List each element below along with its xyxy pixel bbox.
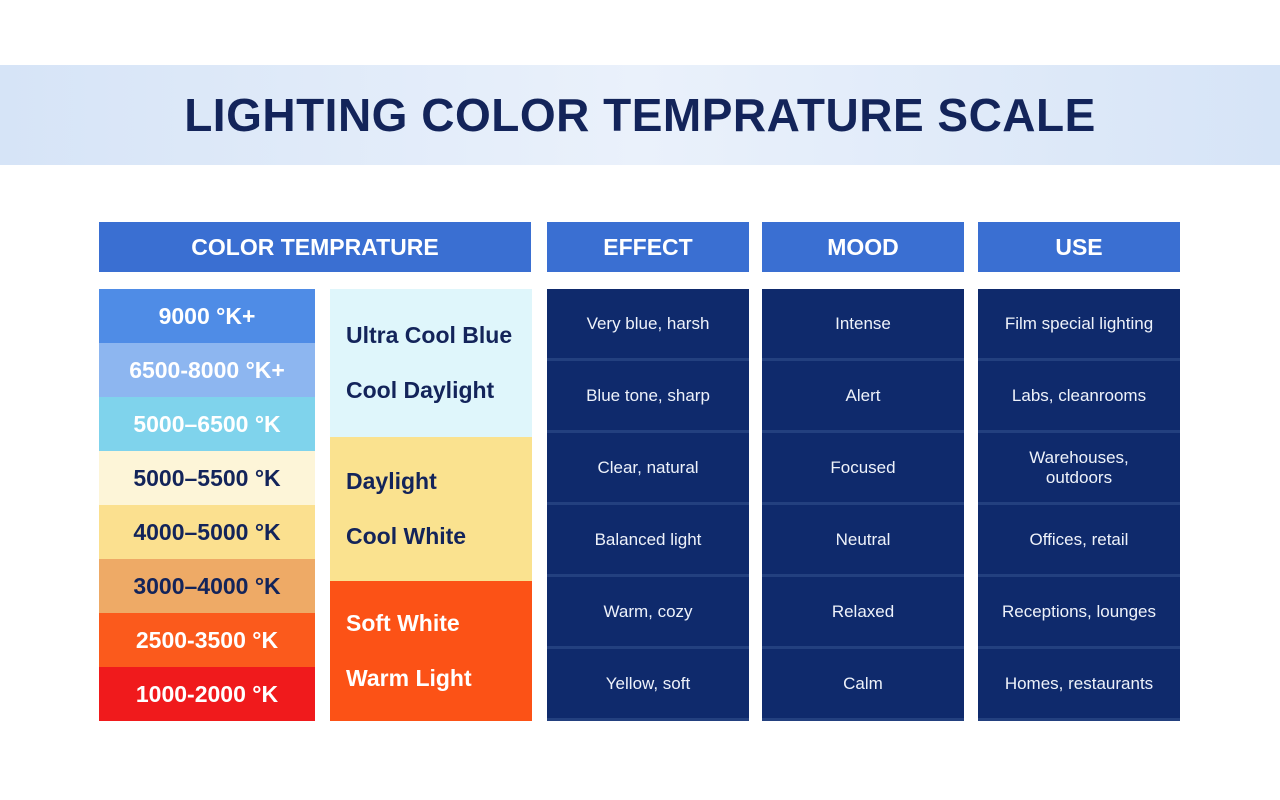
group-cell: Ultra Cool Blue Cool Daylight bbox=[330, 289, 532, 437]
group-cell: Daylight Cool White bbox=[330, 437, 532, 581]
range-cell: 1000-2000 °K bbox=[99, 667, 315, 721]
range-cell: 4000–5000 °K bbox=[99, 505, 315, 559]
table-cell: Alert bbox=[762, 361, 964, 433]
table-cell: Focused bbox=[762, 433, 964, 505]
table-cell: Relaxed bbox=[762, 577, 964, 649]
table-cell: Film special lighting bbox=[978, 289, 1180, 361]
table-cell: Warehouses, outdoors bbox=[978, 433, 1180, 505]
table-cell: Clear, natural bbox=[547, 433, 749, 505]
group-label: Cool White bbox=[346, 523, 467, 549]
group-label: Daylight bbox=[346, 468, 437, 494]
group-label: Warm Light bbox=[346, 665, 472, 691]
header: USE bbox=[978, 222, 1180, 272]
group-label: Soft White bbox=[346, 610, 460, 636]
table-cell: Labs, cleanrooms bbox=[978, 361, 1180, 433]
table-cell: Calm bbox=[762, 649, 964, 721]
title: LIGHTING COLOR TEMPRATURE SCALE bbox=[184, 89, 1096, 141]
table-cell: Neutral bbox=[762, 505, 964, 577]
group-label: Ultra Cool Blue bbox=[346, 322, 513, 348]
group-cell: Soft White Warm Light bbox=[330, 581, 532, 721]
table-cell: Blue tone, sharp bbox=[547, 361, 749, 433]
table-cell: Homes, restaurants bbox=[978, 649, 1180, 721]
group-label: Cool Daylight bbox=[346, 377, 495, 403]
header: MOOD bbox=[762, 222, 964, 272]
header: EFFECT bbox=[547, 222, 749, 272]
table-cell: Very blue, harsh bbox=[547, 289, 749, 361]
range-cell: 9000 °K+ bbox=[99, 289, 315, 343]
table-cell: Balanced light bbox=[547, 505, 749, 577]
title-band bbox=[0, 65, 1280, 165]
header: COLOR TEMPRATURE bbox=[99, 222, 531, 272]
range-cell: 6500-8000 °K+ bbox=[99, 343, 315, 397]
table-cell: Yellow, soft bbox=[547, 649, 749, 721]
range-cell: 5000–5500 °K bbox=[99, 451, 315, 505]
range-cell: 2500-3500 °K bbox=[99, 613, 315, 667]
table-cell: Receptions, lounges bbox=[978, 577, 1180, 649]
table-cell: Warm, cozy bbox=[547, 577, 749, 649]
range-cell: 3000–4000 °K bbox=[99, 559, 315, 613]
table-cell: Offices, retail bbox=[978, 505, 1180, 577]
table-cell: Intense bbox=[762, 289, 964, 361]
range-cell: 5000–6500 °K bbox=[99, 397, 315, 451]
